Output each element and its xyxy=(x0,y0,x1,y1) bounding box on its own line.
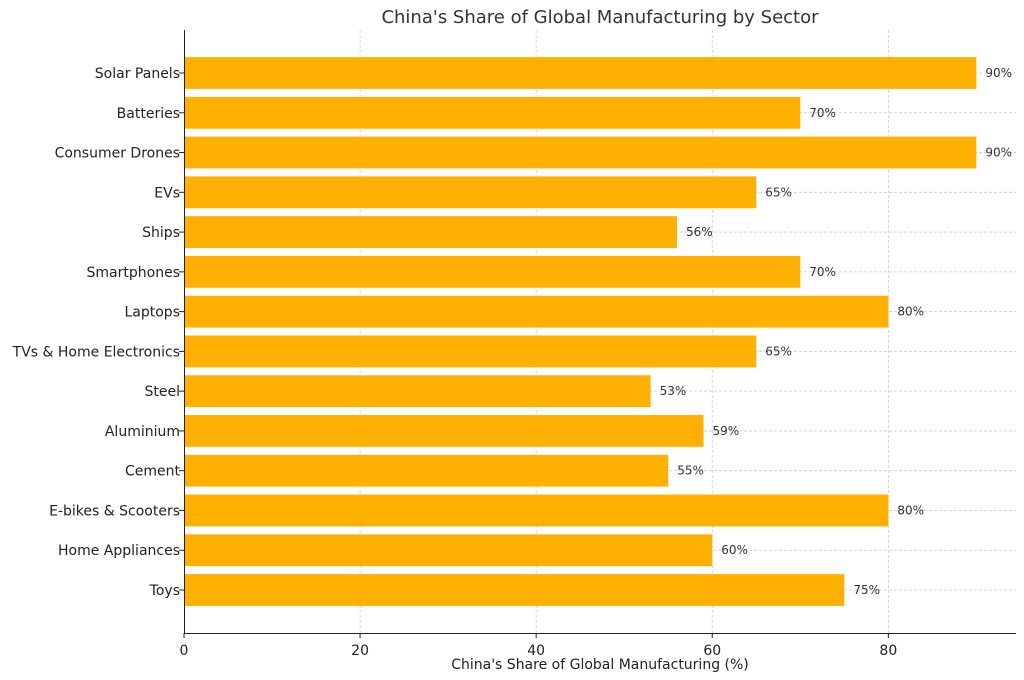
bar-laptops xyxy=(184,295,889,328)
x-tick-label: 60 xyxy=(703,643,721,659)
y-tick-label: Laptops xyxy=(124,305,180,321)
bar-consumer-drones xyxy=(184,136,977,169)
y-tick-label: Solar Panels xyxy=(95,66,180,82)
x-tick-label: 0 xyxy=(180,643,189,659)
y-tick-label: TVs & Home Electronics xyxy=(12,344,180,360)
bar-smartphones xyxy=(184,255,801,288)
data-label: 70% xyxy=(809,106,836,120)
y-tick-label: Toys xyxy=(149,583,180,599)
y-tick-label: EVs xyxy=(154,185,180,201)
data-label: 90% xyxy=(985,146,1012,160)
data-label: 70% xyxy=(809,265,836,279)
data-label: 60% xyxy=(721,543,748,557)
y-tick-label: Smartphones xyxy=(87,265,180,281)
data-label: 53% xyxy=(660,384,687,398)
x-tick-label: 20 xyxy=(351,643,369,659)
bars: 90% 70% 90% 65% 56% 70% 80% 65% 53% 59% 55% 80% 60% 7… xyxy=(184,57,1012,606)
x-axis-label: China's Share of Global Manufacturing (%… xyxy=(451,657,749,673)
data-label: 59% xyxy=(712,424,739,438)
y-tick-label: Cement xyxy=(125,464,181,480)
data-label: 80% xyxy=(897,503,924,517)
y-tick-label: Batteries xyxy=(117,106,180,122)
bar-steel xyxy=(184,375,651,408)
x-tick-label: 40 xyxy=(527,643,545,659)
bar-e-bikes-scooters xyxy=(184,494,889,527)
data-label: 55% xyxy=(677,464,704,478)
y-tick-label: Steel xyxy=(145,384,181,400)
data-label: 90% xyxy=(985,66,1012,80)
y-tick-label: E-bikes & Scooters xyxy=(49,503,180,519)
data-label: 75% xyxy=(853,583,880,597)
bar-cement xyxy=(184,454,669,487)
x-ticks: 0 20 40 60 80 xyxy=(180,633,897,659)
data-label: 80% xyxy=(897,305,924,319)
bar-home-appliances xyxy=(184,534,713,567)
y-tick-label: Ships xyxy=(142,225,180,241)
bar-ships xyxy=(184,216,678,248)
data-label: 56% xyxy=(686,225,713,239)
x-tick-label: 80 xyxy=(879,643,897,659)
bar-tvs-home-electronics xyxy=(184,335,757,368)
y-tick-label: Aluminium xyxy=(105,424,180,440)
bar-aluminium xyxy=(184,415,704,447)
bar-solar-panels xyxy=(184,57,977,89)
bar-batteries xyxy=(184,96,801,129)
y-tick-label: Home Appliances xyxy=(58,543,180,559)
chart-title: China's Share of Global Manufacturing by… xyxy=(381,7,819,28)
bar-evs xyxy=(184,176,757,209)
data-label: 65% xyxy=(765,344,792,358)
data-label: 65% xyxy=(765,185,792,199)
bar-toys xyxy=(184,574,845,606)
y-tick-labels: Solar Panels Batteries Consumer Drones EVs S… xyxy=(12,66,184,599)
y-tick-label: Consumer Drones xyxy=(55,146,180,162)
